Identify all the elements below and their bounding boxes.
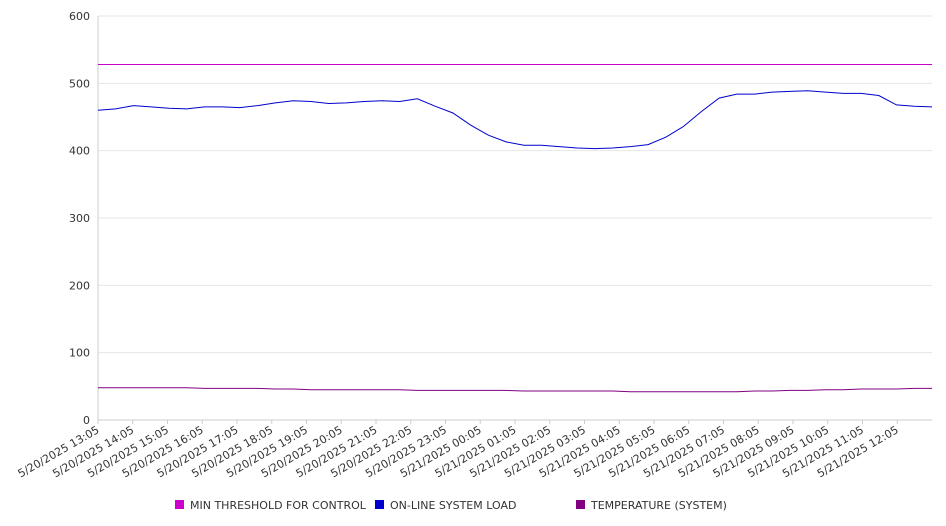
y-tick-label: 500: [69, 77, 90, 90]
legend-label: ON-LINE SYSTEM LOAD: [390, 499, 516, 512]
y-tick-label: 300: [69, 212, 90, 225]
y-axis: 0 100 200 300 400 500 600: [69, 10, 99, 427]
legend-label: MIN THRESHOLD FOR CONTROL: [190, 499, 367, 512]
legend-label: TEMPERATURE (SYSTEM): [590, 499, 727, 512]
x-axis: 5/20/2025 13:055/20/2025 14:055/20/2025 …: [16, 419, 932, 480]
legend-swatch: [175, 500, 184, 509]
legend-swatch: [576, 500, 585, 509]
y-tick-label: 600: [69, 10, 90, 23]
y-tick-label: 200: [69, 279, 90, 292]
grid-lines: [98, 15, 932, 354]
legend-swatch: [375, 500, 384, 509]
series-line-1: [97, 90, 933, 150]
series-line-2: [98, 387, 932, 393]
y-tick-label: 100: [69, 347, 90, 360]
y-tick-label: 400: [69, 145, 90, 158]
series-lines: [97, 64, 933, 393]
legend: MIN THRESHOLD FOR CONTROL ON-LINE SYSTEM …: [175, 499, 727, 512]
y-tick-label: 0: [83, 414, 90, 427]
